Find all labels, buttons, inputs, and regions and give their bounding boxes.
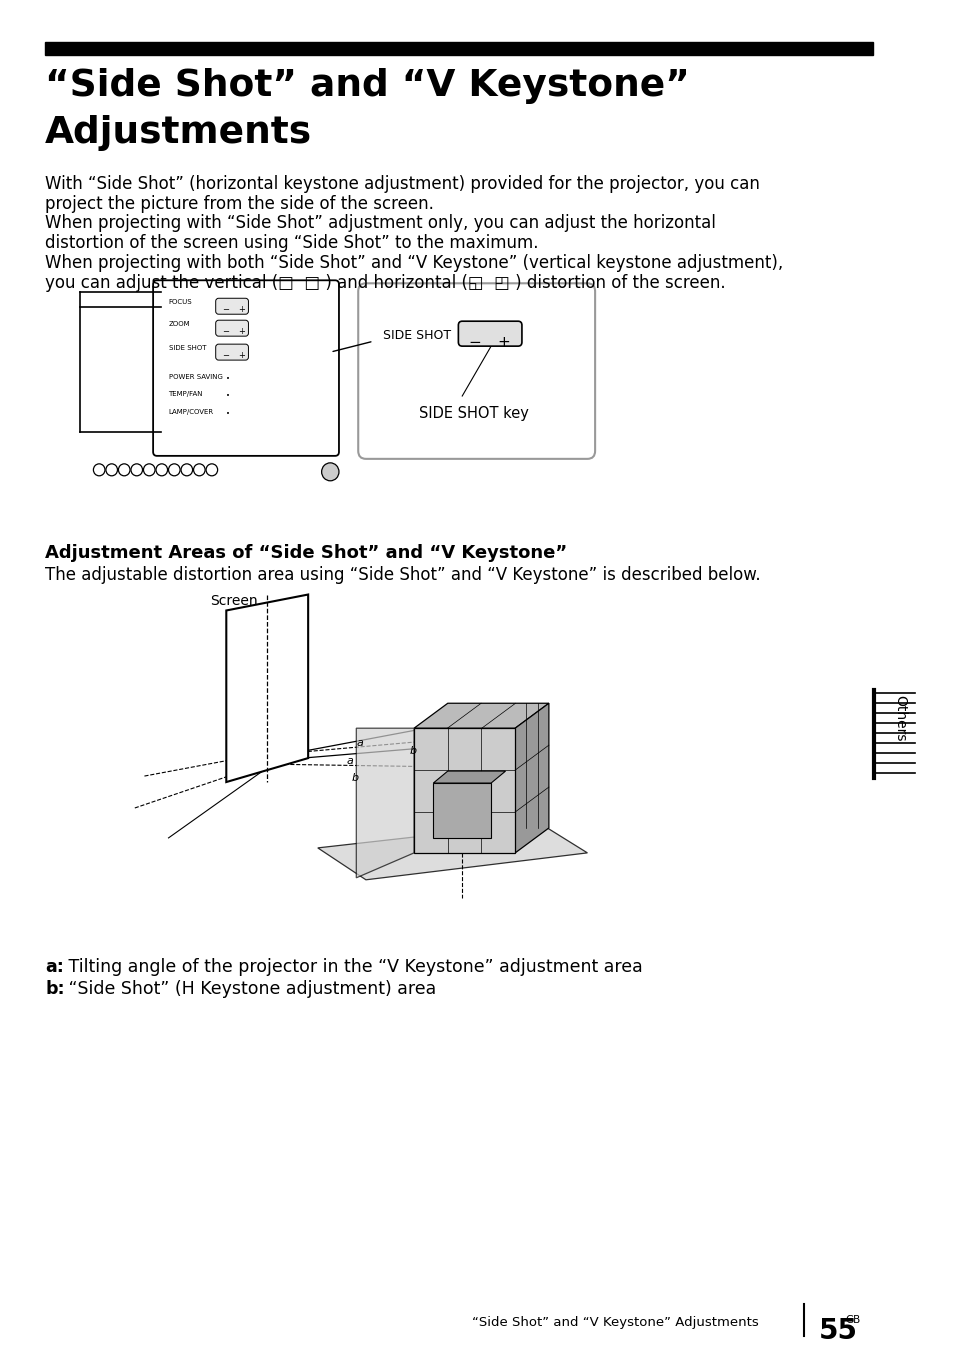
Text: a: a	[355, 738, 363, 748]
Text: “Side Shot” (H Keystone adjustment) area: “Side Shot” (H Keystone adjustment) area	[63, 980, 436, 998]
Text: SIDE SHOT key: SIDE SHOT key	[418, 406, 528, 420]
Text: +: +	[237, 352, 245, 360]
Text: +: +	[497, 335, 509, 350]
Text: Others: Others	[892, 695, 906, 741]
Text: “Side Shot” and “V Keystone” Adjustments: “Side Shot” and “V Keystone” Adjustments	[472, 1315, 758, 1329]
FancyBboxPatch shape	[215, 345, 248, 360]
Polygon shape	[317, 823, 587, 880]
Polygon shape	[414, 703, 548, 729]
Text: project the picture from the side of the screen.: project the picture from the side of the…	[45, 195, 434, 212]
FancyBboxPatch shape	[457, 322, 521, 346]
Text: •: •	[226, 376, 230, 383]
Text: Adjustment Areas of “Side Shot” and “V Keystone”: Adjustment Areas of “Side Shot” and “V K…	[45, 544, 567, 561]
Text: −: −	[468, 335, 480, 350]
Text: When projecting with “Side Shot” adjustment only, you can adjust the horizontal: When projecting with “Side Shot” adjustm…	[45, 215, 716, 233]
FancyBboxPatch shape	[152, 280, 338, 456]
Text: POWER SAVING: POWER SAVING	[169, 375, 222, 380]
Text: FOCUS: FOCUS	[169, 299, 192, 306]
Polygon shape	[226, 595, 308, 781]
Text: SIDE SHOT: SIDE SHOT	[169, 345, 206, 352]
Text: Adjustments: Adjustments	[45, 115, 312, 150]
Text: TEMP/FAN: TEMP/FAN	[169, 391, 203, 397]
Text: a: a	[346, 756, 354, 767]
Text: −: −	[222, 327, 230, 337]
Text: Tilting angle of the projector in the “V Keystone” adjustment area: Tilting angle of the projector in the “V…	[63, 957, 641, 976]
Text: you can adjust the vertical (□  □ ) and horizontal (◱  ◰ ) distortion of the scr: you can adjust the vertical (□ □ ) and h…	[45, 274, 725, 292]
Text: “Side Shot” and “V Keystone”: “Side Shot” and “V Keystone”	[45, 68, 689, 104]
Text: ZOOM: ZOOM	[169, 322, 190, 327]
FancyBboxPatch shape	[215, 299, 248, 314]
Text: When projecting with both “Side Shot” and “V Keystone” (vertical keystone adjust: When projecting with both “Side Shot” an…	[45, 254, 782, 272]
FancyBboxPatch shape	[357, 284, 595, 458]
Text: +: +	[237, 306, 245, 314]
Text: b: b	[409, 746, 416, 756]
Text: +: +	[237, 327, 245, 337]
Text: GB: GB	[844, 1314, 860, 1325]
Circle shape	[321, 462, 338, 481]
Text: b: b	[351, 773, 358, 783]
FancyBboxPatch shape	[215, 320, 248, 337]
Polygon shape	[433, 771, 505, 783]
Text: With “Side Shot” (horizontal keystone adjustment) provided for the projector, yo: With “Side Shot” (horizontal keystone ad…	[45, 174, 760, 192]
Text: −: −	[222, 352, 230, 360]
Text: The adjustable distortion area using “Side Shot” and “V Keystone” is described b: The adjustable distortion area using “Si…	[45, 565, 760, 584]
Polygon shape	[414, 729, 515, 853]
Polygon shape	[355, 729, 414, 877]
Text: •: •	[226, 393, 230, 399]
Text: −: −	[222, 306, 230, 314]
Text: SIDE SHOT: SIDE SHOT	[383, 329, 451, 342]
Text: 55: 55	[818, 1317, 857, 1345]
Bar	[45, 42, 873, 55]
Text: Screen: Screen	[210, 594, 257, 607]
Text: LAMP/COVER: LAMP/COVER	[169, 410, 213, 415]
Polygon shape	[515, 703, 548, 853]
Text: distortion of the screen using “Side Shot” to the maximum.: distortion of the screen using “Side Sho…	[45, 234, 538, 253]
Text: •: •	[226, 411, 230, 416]
Polygon shape	[433, 783, 491, 838]
Text: b:: b:	[45, 980, 65, 998]
Text: a:: a:	[45, 957, 64, 976]
